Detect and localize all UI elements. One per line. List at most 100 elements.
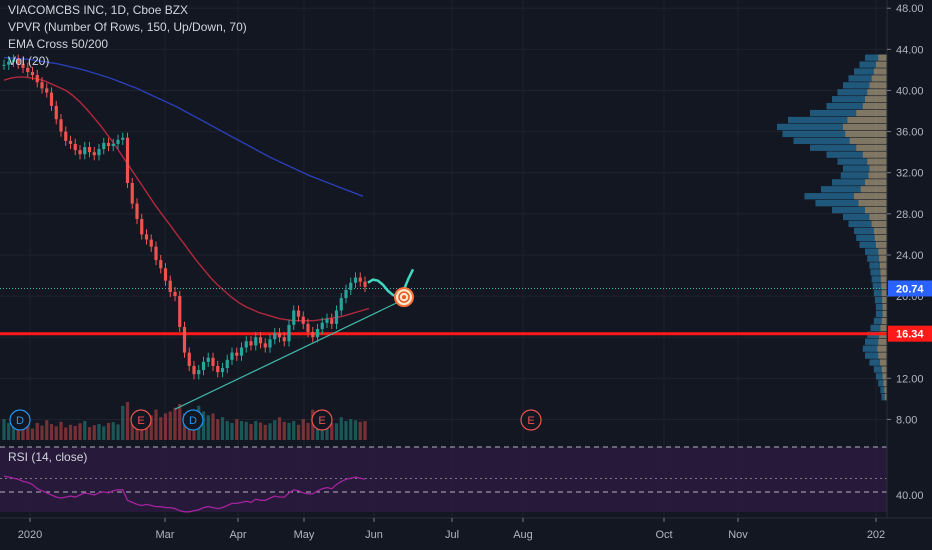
candle-body	[59, 119, 63, 132]
vpvr-row-up	[832, 206, 865, 214]
candle-body	[187, 352, 191, 366]
vpvr-row-down	[867, 158, 887, 165]
time-axis[interactable]: 2020 Mar Apr May Jun Jul Aug Oct Nov 202	[0, 517, 932, 541]
time-tick-label: Mar	[156, 529, 175, 541]
candle-body	[273, 333, 277, 340]
candle-body	[277, 333, 282, 338]
volume-bar	[11, 417, 16, 440]
volume-bar	[68, 424, 73, 440]
candle-body	[325, 318, 329, 323]
candle-body	[106, 142, 111, 146]
volume-bar	[239, 421, 244, 440]
time-tick-label: Aug	[513, 529, 533, 541]
vpvr-row-down	[860, 186, 887, 193]
vpvr-row-down	[879, 359, 887, 366]
candle-body	[121, 137, 125, 140]
vpvr-row-down	[881, 290, 887, 297]
vpvr-row-up	[837, 158, 868, 165]
candles	[2, 54, 367, 380]
candle-body	[230, 352, 234, 360]
candle-body	[64, 131, 68, 141]
vpvr-row-down	[880, 324, 887, 332]
vpvr-row-down	[878, 352, 887, 359]
vpvr-row-down	[862, 151, 887, 158]
volume-bar	[206, 415, 210, 440]
last-price-tag	[888, 280, 932, 297]
volume-bar	[230, 422, 234, 440]
last-price-tag-label: 20.74	[896, 283, 924, 295]
volume-bar	[168, 411, 172, 440]
vpvr-row-down	[883, 380, 887, 387]
vpvr-row-up	[810, 109, 857, 117]
price-axis[interactable]: 48.0044.0040.0036.0032.0028.0024.0020.00…	[886, 0, 932, 550]
vpvr-row-down	[869, 82, 887, 89]
vpvr-row-down	[878, 248, 887, 255]
earnings-icon	[311, 409, 333, 431]
volume-bar	[225, 421, 229, 440]
candle-body	[197, 370, 201, 375]
legend-symbol: VIACOMCBS INC, 1D, Cboe BZX	[8, 3, 189, 17]
trendline[interactable]	[174, 301, 399, 410]
vpvr-row-up	[870, 269, 881, 276]
candle-body	[292, 310, 296, 325]
volume-bar	[64, 427, 68, 440]
volume-bar	[49, 424, 54, 440]
candle-body	[258, 337, 263, 344]
price-axis-bg	[887, 0, 932, 550]
candle-body	[21, 63, 25, 68]
legend-ema-cross: EMA Cross 50/200	[8, 37, 109, 51]
volume-bar	[353, 420, 358, 440]
vpvr-row-up	[870, 324, 881, 332]
vpvr-row-down	[856, 144, 887, 151]
vpvr-row-down	[873, 68, 887, 75]
candle-body	[182, 326, 187, 353]
volume-bar	[163, 413, 168, 440]
volume-bar	[292, 421, 296, 440]
projection-path[interactable]	[367, 268, 415, 308]
volume-bar	[154, 409, 158, 440]
vpvr-row-up	[826, 151, 863, 158]
volume-bar	[106, 422, 111, 440]
event-marker: D	[182, 409, 204, 431]
candle-body	[249, 341, 253, 346]
candle-body	[358, 277, 362, 282]
dividend-icon	[9, 409, 31, 431]
vpvr-row-up	[859, 61, 876, 68]
event-marker: D	[9, 409, 31, 431]
candle-body	[11, 59, 16, 62]
candle-body	[92, 152, 96, 156]
candle-body	[353, 277, 358, 283]
candle-body	[102, 142, 106, 150]
time-tick-label: Jul	[445, 529, 459, 541]
volume-bar	[315, 421, 320, 440]
vpvr-row-up	[862, 345, 878, 352]
candle-body	[206, 357, 210, 362]
dividend-icon	[182, 409, 204, 431]
vpvr-row-down	[882, 303, 887, 311]
vpvr-row-up	[878, 380, 884, 387]
vpvr-row-down	[878, 338, 887, 345]
level-price-tag-label: 16.34	[896, 329, 924, 341]
candle-body	[130, 182, 134, 204]
candle-body	[116, 139, 120, 144]
vpvr-row-down	[877, 345, 887, 352]
vpvr-row-up	[872, 283, 882, 290]
candle-body	[30, 71, 35, 76]
vpvr-row-down	[847, 116, 887, 124]
price-tick-label: 40.00	[896, 85, 924, 97]
volume-bar	[349, 419, 353, 440]
volume-bar	[363, 421, 367, 440]
legend-rsi: RSI (14, close)	[8, 450, 88, 464]
event-marker-label: D	[16, 415, 24, 427]
volume-bar	[149, 415, 153, 440]
vpvr-row-up	[821, 186, 861, 193]
candle-body	[49, 92, 54, 106]
legend-volume: Vol (20)	[8, 54, 50, 68]
vpvr-row-up	[881, 394, 885, 401]
volume-bar	[273, 420, 277, 440]
rsi-line	[3, 475, 366, 513]
candle-body	[78, 150, 82, 155]
volume-bar	[268, 423, 272, 440]
vpvr-row-up	[873, 290, 882, 297]
